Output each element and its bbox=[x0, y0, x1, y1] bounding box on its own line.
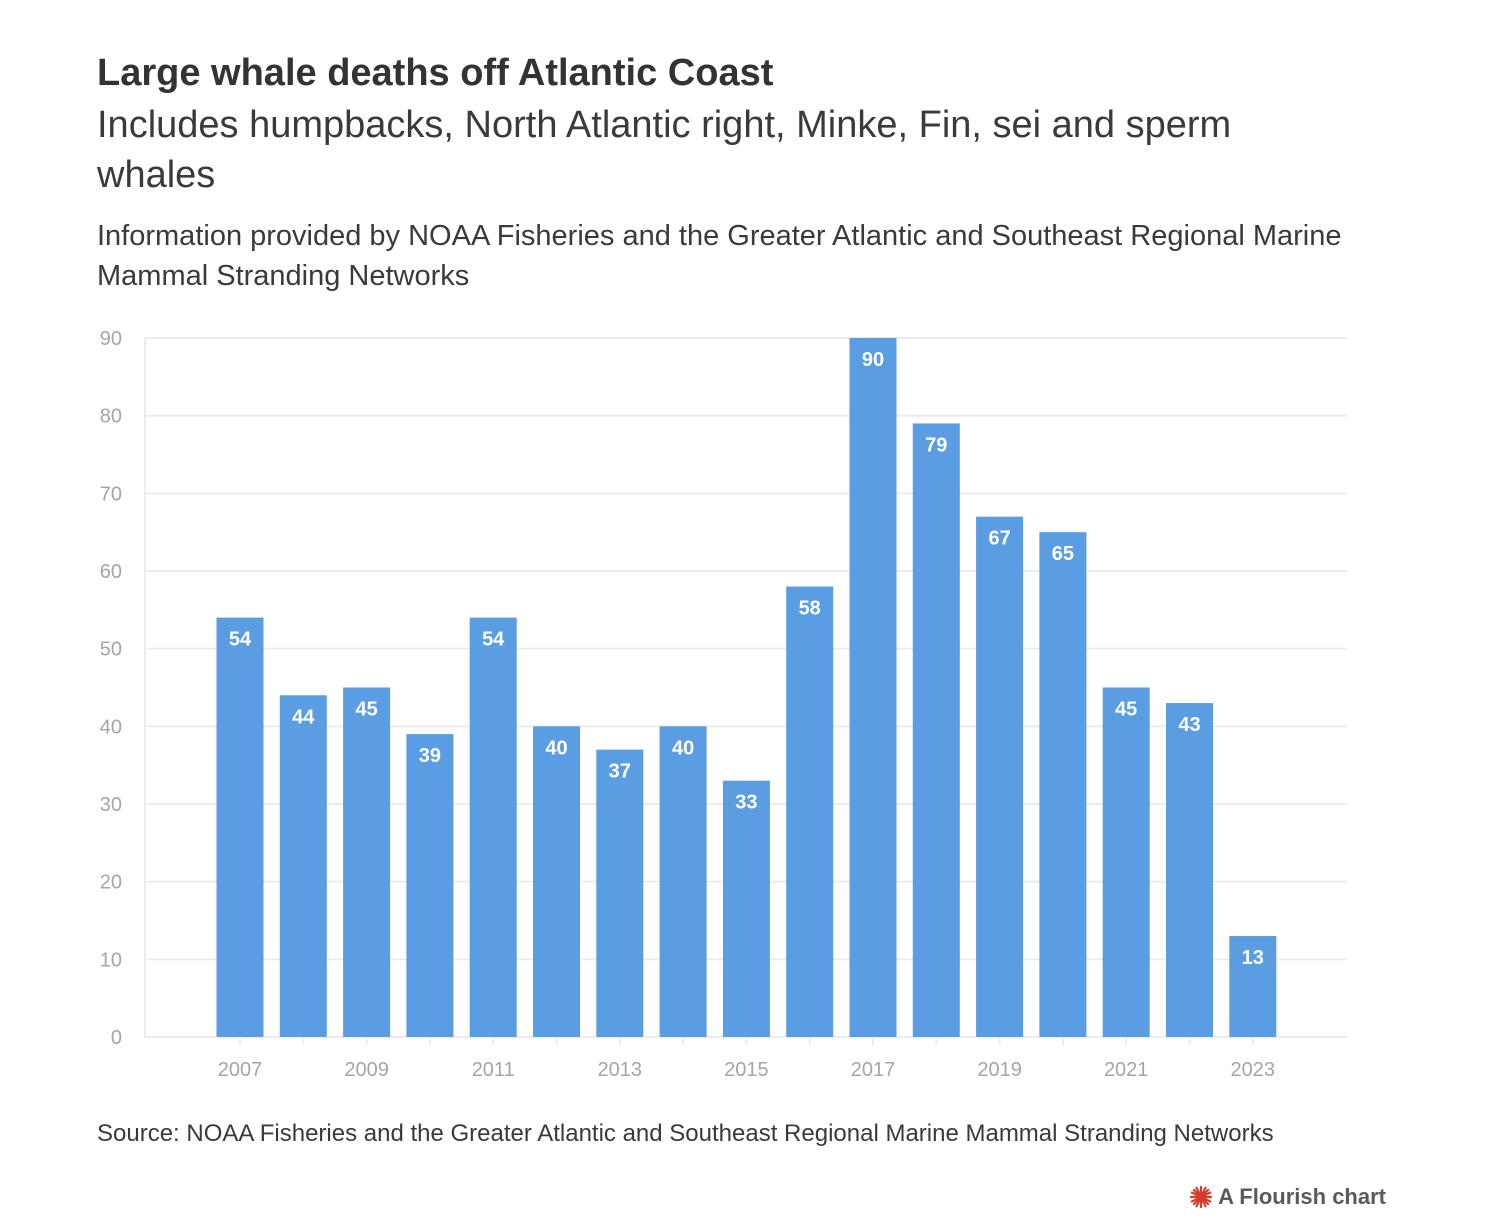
bar-value-label: 65 bbox=[1052, 543, 1074, 565]
y-tick-label: 60 bbox=[100, 561, 122, 583]
bar-2022[interactable] bbox=[1166, 703, 1213, 1037]
x-tick-label: 2009 bbox=[344, 1059, 389, 1081]
source-note: Source: NOAA Fisheries and the Greater A… bbox=[97, 1120, 1274, 1147]
y-axis-ticks: 0 10 20 30 40 50 60 70 80 90 bbox=[100, 328, 122, 1049]
x-axis-ticks: 2007 2009 2011 2013 2015 2017 2019 2021 2023 bbox=[218, 1037, 1275, 1081]
y-tick-label: 90 bbox=[100, 328, 122, 350]
bar-2010[interactable] bbox=[406, 734, 454, 1037]
bar-value-label: 33 bbox=[735, 792, 757, 814]
bar-2021[interactable] bbox=[1102, 687, 1150, 1038]
y-tick-label: 10 bbox=[100, 949, 122, 971]
y-tick-label: 80 bbox=[100, 406, 122, 428]
bar-value-label: 40 bbox=[545, 737, 567, 759]
bar-value-label: 44 bbox=[292, 706, 315, 728]
bar-2008[interactable] bbox=[279, 695, 327, 1037]
x-tick-label: 2013 bbox=[598, 1059, 643, 1081]
x-tick-label: 2017 bbox=[851, 1059, 896, 1081]
bar-value-label: 45 bbox=[355, 699, 377, 721]
bar-2011[interactable] bbox=[469, 617, 517, 1037]
y-tick-label: 70 bbox=[100, 483, 122, 505]
chart-subtitle: Includes humpbacks, North Atlantic right… bbox=[97, 104, 1232, 196]
bar-value-label: 40 bbox=[672, 737, 694, 759]
chart-title: Large whale deaths off Atlantic Coast bbox=[97, 52, 774, 94]
bar-2017[interactable] bbox=[849, 338, 897, 1037]
bar-value-label: 90 bbox=[862, 349, 884, 371]
chart-header: Large whale deaths off Atlantic Coast In… bbox=[97, 50, 1387, 296]
bar-value-label: 67 bbox=[988, 528, 1010, 550]
bar-chart: 0 10 20 30 40 50 60 70 80 90 54 44 45 39 54 40 37 40 33 58… bbox=[100, 328, 1347, 1081]
y-tick-label: 30 bbox=[100, 794, 122, 816]
bar-value-label: 54 bbox=[482, 629, 505, 651]
flourish-credit-label: A Flourish chart bbox=[1218, 1184, 1386, 1209]
bar-value-label: 79 bbox=[925, 434, 947, 456]
bar-2016[interactable] bbox=[786, 586, 834, 1037]
y-tick-label: 50 bbox=[100, 639, 122, 661]
bar-2015[interactable] bbox=[722, 780, 770, 1037]
bar-2007[interactable] bbox=[216, 617, 264, 1037]
bar-2014[interactable] bbox=[659, 726, 707, 1037]
x-tick-label: 2011 bbox=[472, 1059, 515, 1081]
bar-value-label: 13 bbox=[1242, 947, 1264, 969]
bar-value-labels: 54 44 45 39 54 40 37 40 33 58 90 79 67 65 45 43 13 bbox=[229, 349, 1264, 969]
bar-value-label: 45 bbox=[1115, 699, 1137, 721]
chart-note: Information provided by NOAA Fisheries a… bbox=[97, 220, 1342, 292]
x-tick-label: 2019 bbox=[977, 1059, 1022, 1081]
bar-2019[interactable] bbox=[976, 516, 1024, 1037]
flourish-logo-icon bbox=[1190, 1186, 1213, 1208]
bar-value-label: 39 bbox=[419, 745, 441, 767]
bar-value-label: 54 bbox=[229, 629, 252, 651]
bars bbox=[216, 338, 1277, 1038]
bar-value-label: 37 bbox=[609, 761, 631, 783]
x-tick-label: 2023 bbox=[1231, 1059, 1276, 1081]
flourish-credit-link[interactable]: A Flourish chart bbox=[1190, 1184, 1386, 1210]
bar-2020[interactable] bbox=[1039, 532, 1087, 1037]
bar-2013[interactable] bbox=[596, 749, 644, 1037]
x-tick-label: 2021 bbox=[1104, 1059, 1149, 1081]
bar-value-label: 58 bbox=[799, 598, 821, 620]
bar-value-label: 43 bbox=[1178, 714, 1200, 736]
y-tick-label: 20 bbox=[100, 872, 122, 894]
bar-2012[interactable] bbox=[533, 726, 580, 1037]
bar-2009[interactable] bbox=[343, 687, 391, 1038]
y-tick-label: 40 bbox=[100, 716, 122, 738]
bar-2018[interactable] bbox=[912, 423, 960, 1037]
x-tick-label: 2015 bbox=[724, 1059, 769, 1081]
x-tick-label: 2007 bbox=[218, 1059, 263, 1081]
y-tick-label: 0 bbox=[111, 1027, 122, 1049]
bar-2023[interactable] bbox=[1229, 936, 1277, 1037]
